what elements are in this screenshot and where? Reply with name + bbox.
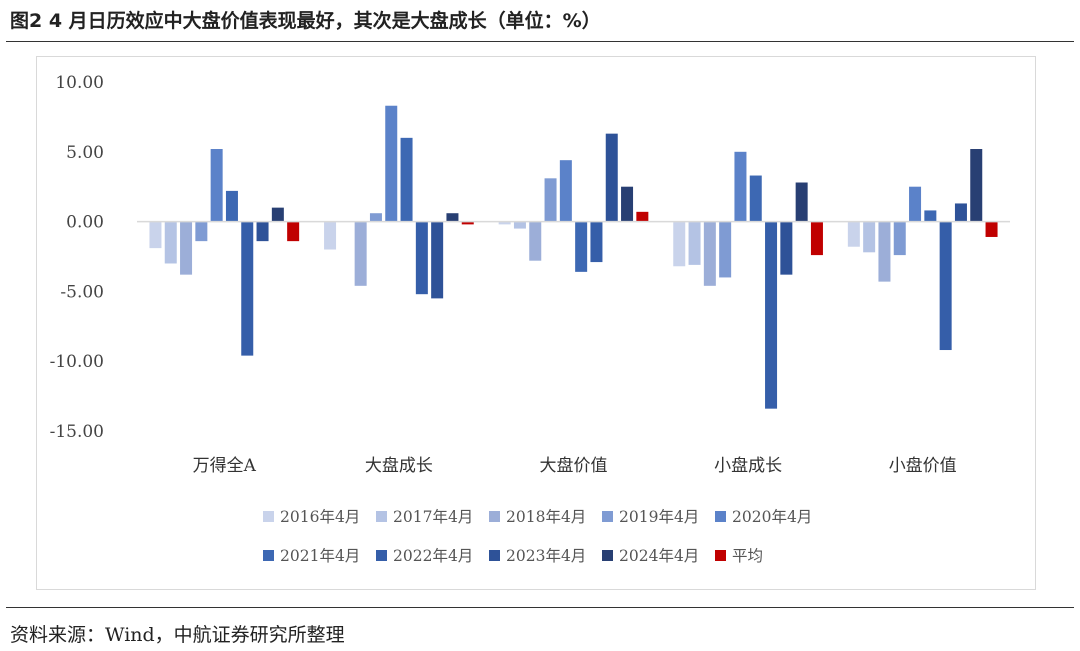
bar (271, 207, 284, 222)
x-axis-categories: 万得全A 大盘成长 大盘价值 小盘成长 小盘价值 (193, 456, 957, 476)
bar (893, 221, 906, 256)
legend-label: 平均 (732, 547, 763, 565)
bar (149, 221, 162, 249)
bar (241, 221, 254, 356)
legend-label: 2022年4月 (393, 547, 473, 565)
legend-label: 2019年4月 (619, 508, 699, 526)
bar (810, 221, 823, 256)
x-category-label: 万得全A (193, 456, 257, 476)
bar (210, 149, 223, 222)
legend-swatch (489, 511, 500, 522)
legend-swatch (602, 550, 613, 561)
legend-swatch (715, 550, 726, 561)
top-rule (6, 41, 1074, 42)
bar (605, 133, 618, 222)
bar (529, 221, 542, 261)
legend-swatch (376, 550, 387, 561)
bar (924, 210, 937, 222)
bar (673, 221, 686, 267)
legend: 2016年4月 2017年4月 2018年4月 2019年4月 2020年4月 2021年… (263, 508, 812, 565)
bottom-rule (6, 607, 1074, 608)
x-category-label: 大盘成长 (365, 456, 433, 476)
legend-swatch (263, 511, 274, 522)
legend-label: 2020年4月 (732, 508, 812, 526)
bar (939, 221, 952, 351)
bar (795, 182, 808, 222)
bar (765, 221, 778, 409)
legend-swatch (602, 511, 613, 522)
bar (780, 221, 793, 275)
bar (590, 221, 603, 263)
bar-series (149, 105, 998, 409)
bar (461, 221, 474, 225)
bar (324, 221, 337, 250)
source-note: 资料来源：Wind，中航证券研究所整理 (10, 624, 345, 646)
bar (575, 221, 588, 272)
bar (847, 221, 860, 247)
y-axis: 10.00 5.00 0.00 -5.00 -10.00 -15.00 (50, 73, 104, 442)
y-tick-label: 0.00 (66, 213, 104, 233)
legend-label: 2018年4月 (506, 508, 586, 526)
bar (954, 203, 967, 222)
bar (415, 221, 428, 295)
bar (431, 221, 444, 299)
y-tick-label: 5.00 (66, 143, 104, 163)
y-tick-label: -5.00 (60, 282, 104, 302)
legend-label: 2017年4月 (393, 508, 473, 526)
bar (878, 221, 891, 282)
bar (734, 151, 747, 222)
bar (385, 105, 398, 222)
y-tick-label: 10.00 (55, 73, 104, 93)
legend-swatch (489, 550, 500, 561)
figure-title: 图2 4 月日历效应中大盘价值表现最好，其次是大盘成长（单位：%） (10, 10, 601, 32)
bar (180, 221, 193, 275)
bar (970, 149, 983, 222)
bar (195, 221, 208, 242)
chart-frame (36, 56, 1036, 590)
y-tick-label: -10.00 (50, 352, 104, 372)
bar (287, 221, 300, 242)
legend-swatch (715, 511, 726, 522)
x-category-label: 小盘价值 (889, 456, 957, 476)
legend-label: 2016年4月 (280, 508, 360, 526)
bar (719, 221, 732, 278)
bar (688, 221, 701, 265)
x-category-label: 大盘价值 (540, 456, 608, 476)
bar (446, 213, 459, 222)
bar (985, 221, 998, 237)
bar (636, 211, 649, 222)
bar (369, 213, 382, 222)
legend-label: 2023年4月 (506, 547, 586, 565)
legend-swatch (263, 550, 274, 561)
bar (513, 221, 526, 229)
bar (400, 137, 413, 222)
legend-label: 2021年4月 (280, 547, 360, 565)
bar (621, 186, 634, 222)
bar (544, 178, 557, 222)
bar (354, 221, 367, 286)
bar (498, 221, 511, 225)
bar (749, 175, 762, 222)
bar (225, 190, 238, 222)
bar (256, 221, 269, 242)
bar (164, 221, 177, 264)
legend-label: 2024年4月 (619, 547, 699, 565)
x-category-label: 小盘成长 (714, 456, 782, 476)
bar (863, 221, 876, 253)
bar (559, 160, 572, 222)
bar (909, 186, 922, 222)
y-tick-label: -15.00 (50, 422, 104, 442)
legend-swatch (376, 511, 387, 522)
bar (703, 221, 716, 286)
